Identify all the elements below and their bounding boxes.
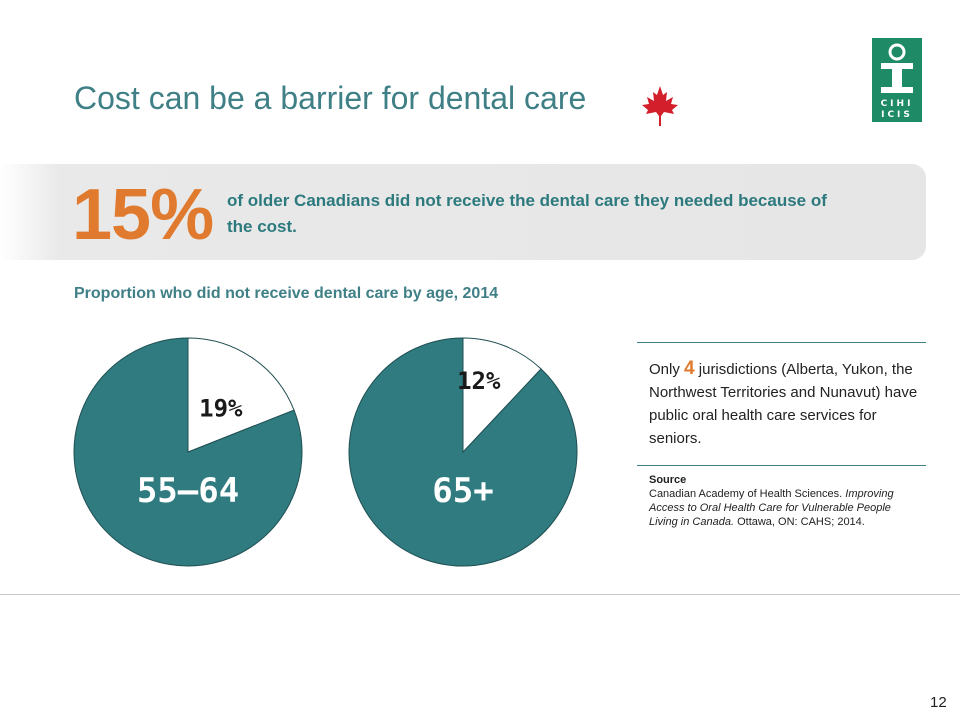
pie-category-label: 55–64 xyxy=(137,471,239,511)
note-prefix: Only xyxy=(649,361,680,378)
source-block: Source Canadian Academy of Health Scienc… xyxy=(649,473,919,529)
footer-rule xyxy=(0,594,960,595)
maple-leaf-icon xyxy=(642,86,678,126)
slide-title: Cost can be a barrier for dental care xyxy=(74,80,587,116)
pie-charts: 19% 55–64 12% 65+ xyxy=(73,337,578,567)
svg-text:ICIS: ICIS xyxy=(881,110,913,120)
source-heading: Source xyxy=(649,474,687,486)
source-line3: Ottawa, ON: CAHS; 2014. xyxy=(737,516,865,528)
highlight-value: 15% xyxy=(72,175,214,255)
pie-slice-highlight xyxy=(462,337,542,454)
source-title: Improving Access to Oral Health Care for… xyxy=(649,488,894,528)
jurisdictions-note: Only 4 jurisdictions (Alberta, Yukon, th… xyxy=(637,342,926,466)
source-line1: Canadian Academy of Health Sciences. xyxy=(649,488,843,500)
pie-value-label: 19% xyxy=(199,395,243,423)
page-number: 12 xyxy=(930,694,947,711)
pie-slice-remainder xyxy=(73,337,303,567)
note-number: 4 xyxy=(684,358,695,379)
pie-value-label: 12% xyxy=(457,367,501,395)
pie-slice-highlight xyxy=(187,337,295,453)
highlight-band xyxy=(0,164,926,260)
chart-title: Proportion who did not receive dental ca… xyxy=(74,285,499,302)
cihi-logo: CIHI ICIS xyxy=(872,38,922,122)
note-suffix: jurisdictions (Alberta, Yukon, the North… xyxy=(649,361,918,447)
pie-category-label: 65+ xyxy=(432,471,493,511)
highlight-text: of older Canadians did not receive the d… xyxy=(227,191,827,236)
svg-text:CIHI: CIHI xyxy=(881,99,914,109)
